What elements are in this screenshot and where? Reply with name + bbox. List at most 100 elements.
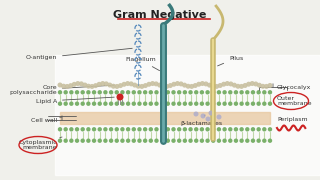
Circle shape: [171, 127, 176, 132]
Circle shape: [222, 90, 227, 95]
Text: β-lactamases: β-lactamases: [180, 115, 222, 127]
Circle shape: [209, 111, 213, 116]
Circle shape: [154, 127, 159, 132]
Circle shape: [171, 102, 176, 106]
Circle shape: [92, 102, 96, 106]
Circle shape: [103, 90, 108, 95]
Circle shape: [69, 127, 74, 132]
Circle shape: [222, 102, 227, 106]
Circle shape: [205, 138, 210, 143]
Circle shape: [188, 127, 193, 132]
Circle shape: [125, 81, 130, 86]
Circle shape: [217, 102, 221, 106]
Circle shape: [243, 83, 248, 88]
Circle shape: [63, 138, 68, 143]
Circle shape: [61, 84, 66, 89]
Circle shape: [268, 102, 272, 106]
Circle shape: [104, 81, 109, 86]
Circle shape: [194, 111, 198, 116]
Circle shape: [126, 127, 130, 132]
Circle shape: [86, 84, 91, 89]
Circle shape: [239, 84, 244, 89]
Circle shape: [58, 82, 62, 87]
Circle shape: [205, 127, 210, 132]
Circle shape: [115, 102, 119, 106]
Circle shape: [107, 83, 112, 87]
Circle shape: [148, 127, 153, 132]
Circle shape: [234, 138, 238, 143]
Circle shape: [232, 83, 237, 88]
Circle shape: [63, 102, 68, 106]
Text: Pilus: Pilus: [218, 55, 243, 66]
Text: Core
polysaccharide: Core polysaccharide: [9, 85, 114, 95]
Circle shape: [132, 83, 137, 88]
Circle shape: [256, 90, 261, 95]
Circle shape: [69, 138, 74, 143]
Circle shape: [268, 138, 272, 143]
Circle shape: [143, 90, 147, 95]
Circle shape: [183, 102, 187, 106]
Circle shape: [183, 90, 187, 95]
Circle shape: [154, 102, 159, 106]
Circle shape: [228, 102, 232, 106]
Circle shape: [86, 90, 91, 95]
Circle shape: [137, 90, 142, 95]
Circle shape: [137, 127, 142, 132]
Circle shape: [137, 138, 142, 143]
Circle shape: [239, 138, 244, 143]
Circle shape: [154, 81, 159, 86]
Circle shape: [183, 138, 187, 143]
Circle shape: [132, 138, 136, 143]
Circle shape: [109, 127, 113, 132]
Circle shape: [218, 83, 223, 88]
Circle shape: [251, 138, 255, 143]
Circle shape: [126, 138, 130, 143]
Circle shape: [256, 138, 261, 143]
Circle shape: [115, 90, 119, 95]
Circle shape: [148, 138, 153, 143]
Circle shape: [166, 138, 170, 143]
Circle shape: [183, 127, 187, 132]
Circle shape: [268, 90, 272, 95]
Circle shape: [217, 127, 221, 132]
Circle shape: [103, 138, 108, 143]
Circle shape: [75, 90, 79, 95]
Circle shape: [256, 102, 261, 106]
Circle shape: [68, 83, 73, 88]
Text: Glycocalyx: Glycocalyx: [277, 84, 311, 89]
Circle shape: [182, 83, 187, 88]
Circle shape: [81, 127, 85, 132]
Circle shape: [234, 127, 238, 132]
Circle shape: [177, 90, 181, 95]
Circle shape: [58, 102, 62, 106]
Circle shape: [217, 90, 221, 95]
Circle shape: [157, 83, 162, 88]
Circle shape: [140, 84, 144, 89]
Circle shape: [63, 90, 68, 95]
Circle shape: [256, 127, 261, 132]
Circle shape: [260, 84, 265, 89]
Bar: [60, 112, 270, 124]
Text: Cytoplasmic
membrane: Cytoplasmic membrane: [18, 137, 62, 150]
Circle shape: [160, 90, 164, 95]
Circle shape: [166, 90, 170, 95]
Circle shape: [193, 83, 198, 88]
Circle shape: [234, 102, 238, 106]
Circle shape: [72, 82, 77, 87]
Circle shape: [250, 81, 255, 86]
Circle shape: [172, 82, 176, 87]
Circle shape: [245, 127, 250, 132]
Circle shape: [69, 102, 74, 106]
Bar: [55, 55, 320, 175]
Text: O-antigen: O-antigen: [26, 48, 132, 60]
Circle shape: [245, 102, 250, 106]
Circle shape: [211, 138, 215, 143]
Circle shape: [132, 90, 136, 95]
Circle shape: [217, 114, 221, 120]
Circle shape: [103, 127, 108, 132]
Circle shape: [168, 83, 173, 88]
Circle shape: [166, 102, 170, 106]
Circle shape: [205, 102, 210, 106]
Circle shape: [160, 138, 164, 143]
Circle shape: [126, 102, 130, 106]
